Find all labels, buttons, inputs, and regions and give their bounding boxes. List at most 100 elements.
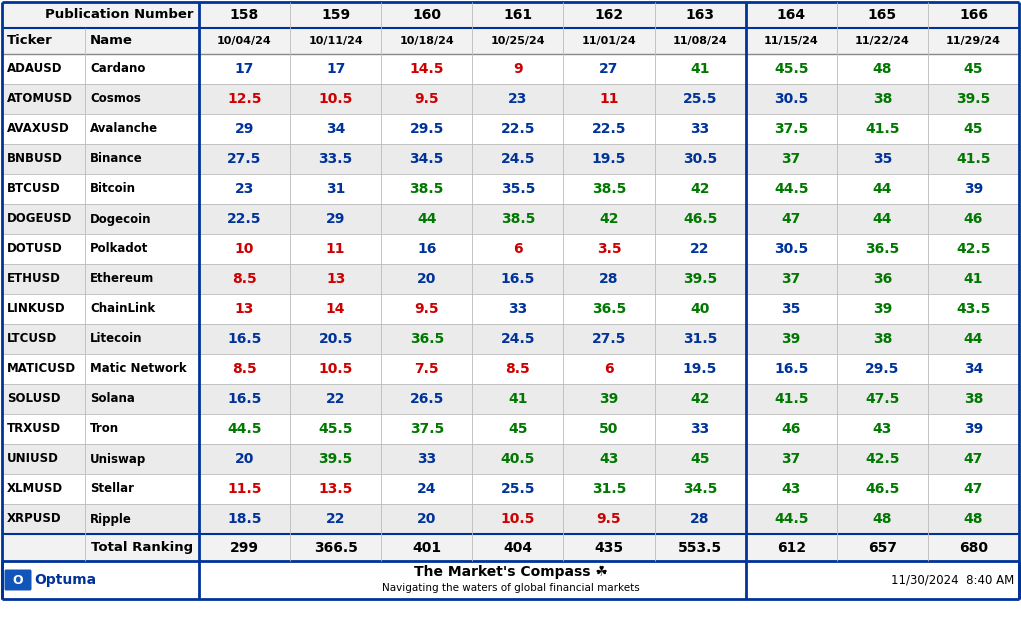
Text: 37.5: 37.5	[774, 122, 809, 136]
Text: 42: 42	[690, 182, 710, 196]
Text: DOTUSD: DOTUSD	[7, 243, 62, 255]
Text: 12.5: 12.5	[228, 92, 261, 106]
Text: DOGEUSD: DOGEUSD	[7, 213, 72, 225]
Text: AVAXUSD: AVAXUSD	[7, 122, 69, 135]
Text: 50: 50	[599, 422, 619, 436]
Text: Optuma: Optuma	[34, 573, 96, 587]
Text: 10/11/24: 10/11/24	[308, 36, 363, 46]
Bar	[2, 534, 1019, 561]
Bar	[2, 84, 1019, 114]
Text: 43.5: 43.5	[957, 302, 990, 316]
Text: 26.5: 26.5	[409, 392, 444, 406]
Text: 35.5: 35.5	[500, 182, 535, 196]
Text: 38: 38	[964, 392, 983, 406]
Text: 42: 42	[690, 392, 710, 406]
Text: 39.5: 39.5	[683, 272, 717, 286]
Text: 33: 33	[690, 122, 710, 136]
Text: 22: 22	[326, 512, 345, 526]
Text: 7.5: 7.5	[415, 362, 439, 376]
Text: 9.5: 9.5	[596, 512, 622, 526]
Bar	[2, 384, 1019, 414]
Text: 11/15/24: 11/15/24	[764, 36, 819, 46]
Text: 38: 38	[873, 92, 892, 106]
Text: Dogecoin: Dogecoin	[90, 213, 151, 225]
Text: 19.5: 19.5	[683, 362, 718, 376]
Text: 37: 37	[782, 152, 800, 166]
Text: 47: 47	[964, 452, 983, 466]
Text: 16: 16	[418, 242, 436, 256]
Text: 553.5: 553.5	[678, 540, 722, 555]
Text: 39.5: 39.5	[319, 452, 353, 466]
Bar	[2, 561, 1019, 599]
Text: Ripple: Ripple	[90, 512, 132, 525]
Text: 23: 23	[508, 92, 528, 106]
Text: 37: 37	[782, 452, 800, 466]
Text: 31.5: 31.5	[683, 332, 718, 346]
Text: 11.5: 11.5	[228, 482, 261, 496]
Text: 39: 39	[599, 392, 619, 406]
Bar	[2, 504, 1019, 534]
Text: 404: 404	[503, 540, 532, 555]
Text: 9.5: 9.5	[415, 302, 439, 316]
Text: 47: 47	[781, 212, 800, 226]
Text: 10/18/24: 10/18/24	[399, 36, 454, 46]
Text: 16.5: 16.5	[228, 392, 261, 406]
Text: 36.5: 36.5	[409, 332, 444, 346]
Text: 33.5: 33.5	[319, 152, 353, 166]
Text: BNBUSD: BNBUSD	[7, 152, 63, 165]
Text: 38.5: 38.5	[592, 182, 626, 196]
Bar	[2, 174, 1019, 204]
Text: ETHUSD: ETHUSD	[7, 273, 61, 286]
Text: 13: 13	[235, 302, 254, 316]
Text: 29: 29	[326, 212, 345, 226]
Text: 40.5: 40.5	[500, 452, 535, 466]
Text: Navigating the waters of global financial markets: Navigating the waters of global financia…	[382, 583, 639, 593]
Text: 39: 39	[782, 332, 800, 346]
Text: BTCUSD: BTCUSD	[7, 182, 61, 195]
Text: 34.5: 34.5	[683, 482, 718, 496]
Text: 11: 11	[326, 242, 345, 256]
Text: 28: 28	[690, 512, 710, 526]
Text: 9.5: 9.5	[415, 92, 439, 106]
Bar	[2, 414, 1019, 444]
Text: 44.5: 44.5	[774, 512, 809, 526]
Bar	[2, 204, 1019, 234]
Text: 44: 44	[417, 212, 437, 226]
Text: 38.5: 38.5	[409, 182, 444, 196]
Text: 39: 39	[964, 182, 983, 196]
Bar	[2, 324, 1019, 354]
Text: LTCUSD: LTCUSD	[7, 333, 57, 346]
Text: 657: 657	[868, 540, 896, 555]
Text: 47: 47	[964, 482, 983, 496]
Text: Binance: Binance	[90, 152, 143, 165]
Text: Matic Network: Matic Network	[90, 363, 187, 376]
Text: 25.5: 25.5	[683, 92, 718, 106]
Text: 680: 680	[959, 540, 988, 555]
Text: 20: 20	[235, 452, 254, 466]
Text: 159: 159	[321, 8, 350, 22]
Text: 18.5: 18.5	[228, 512, 261, 526]
Text: 36.5: 36.5	[865, 242, 900, 256]
Text: ADAUSD: ADAUSD	[7, 62, 62, 76]
Bar	[2, 144, 1019, 174]
Text: 24: 24	[417, 482, 437, 496]
Text: 35: 35	[873, 152, 892, 166]
Text: 36: 36	[873, 272, 892, 286]
Text: Stellar: Stellar	[90, 482, 134, 495]
Text: 44.5: 44.5	[774, 182, 809, 196]
Text: 41.5: 41.5	[774, 392, 809, 406]
Text: 19.5: 19.5	[592, 152, 626, 166]
Text: 42.5: 42.5	[957, 242, 990, 256]
Text: 612: 612	[777, 540, 806, 555]
Text: 10.5: 10.5	[319, 362, 353, 376]
Text: 13: 13	[326, 272, 345, 286]
Text: 11/30/2024  8:40 AM: 11/30/2024 8:40 AM	[890, 573, 1014, 587]
Text: 41: 41	[508, 392, 528, 406]
Text: 23: 23	[235, 182, 254, 196]
Text: 30.5: 30.5	[774, 242, 809, 256]
Text: 31.5: 31.5	[592, 482, 626, 496]
Text: Avalanche: Avalanche	[90, 122, 158, 135]
Text: 45: 45	[964, 122, 983, 136]
Text: 10/25/24: 10/25/24	[490, 36, 545, 46]
Text: 47.5: 47.5	[865, 392, 900, 406]
